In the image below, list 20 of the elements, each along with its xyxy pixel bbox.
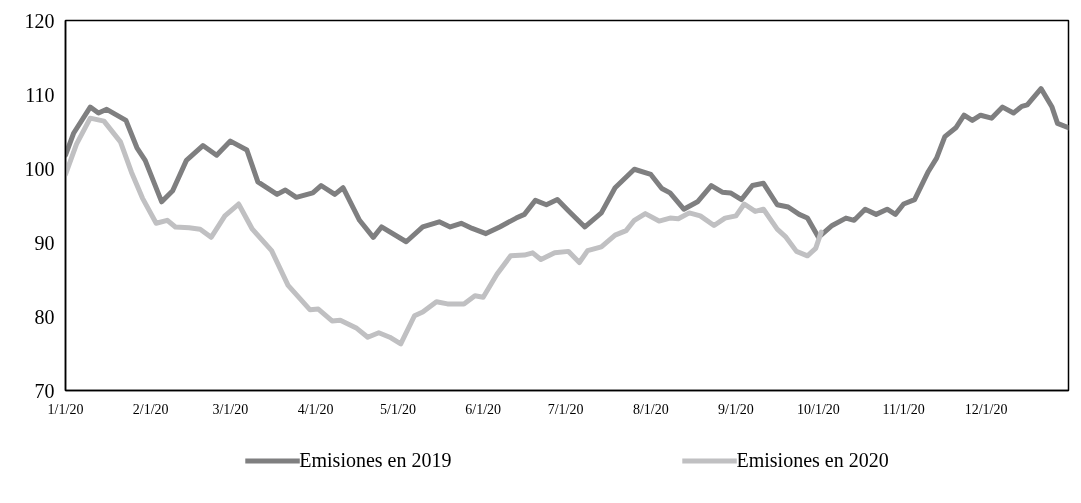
x-tick-label: 7/1/20 <box>547 401 584 417</box>
x-tick-label: 5/1/20 <box>380 401 416 417</box>
legend-label: Emisiones en 2020 <box>736 448 889 472</box>
x-tick-label: 3/1/20 <box>212 401 249 417</box>
legend-label: Emisiones en 2019 <box>299 448 452 472</box>
x-tick-label: 1/1/20 <box>47 401 84 417</box>
y-tick-label: 110 <box>25 83 55 106</box>
x-tick-label: 12/1/20 <box>964 401 1008 417</box>
x-tick-label: 4/1/20 <box>297 401 334 417</box>
x-tick-label: 11/1/20 <box>882 401 925 417</box>
x-tick-label: 9/1/20 <box>718 401 754 417</box>
y-tick-label: 90 <box>34 231 55 254</box>
y-tick-label: 100 <box>24 157 55 180</box>
y-tick-label: 70 <box>34 379 55 402</box>
x-tick-label: 6/1/20 <box>465 401 502 417</box>
x-tick-label: 10/1/20 <box>797 401 840 417</box>
x-tick-label: 8/1/20 <box>632 401 669 417</box>
y-tick-label: 120 <box>24 9 55 32</box>
y-tick-label: 80 <box>34 305 55 328</box>
x-tick-label: 2/1/20 <box>132 401 169 417</box>
